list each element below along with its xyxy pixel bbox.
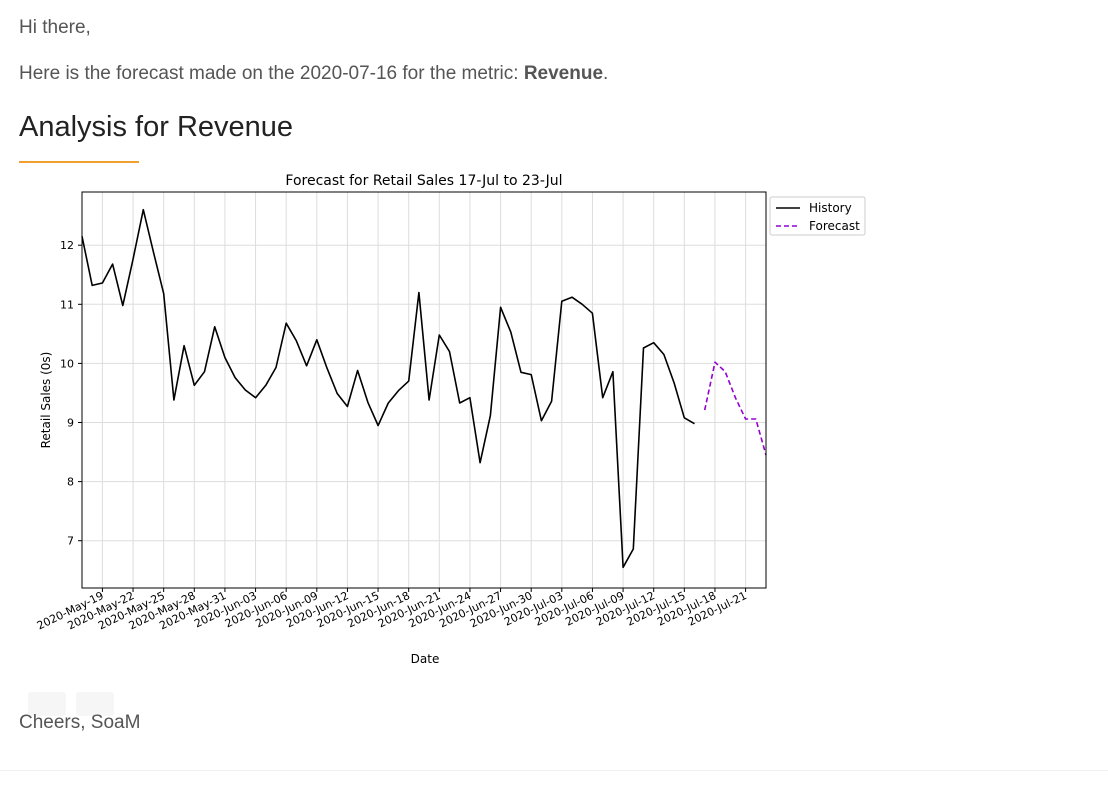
forecast-chart: 7891011122020-May-192020-May-222020-May-… — [35, 173, 866, 666]
series-line-history — [81, 208, 695, 569]
intro-suffix: . — [603, 63, 609, 84]
faded-icon — [76, 692, 114, 716]
chart-legend: History Forecast — [769, 196, 866, 236]
y-tick-label: 7 — [67, 535, 74, 548]
y-tick-label: 11 — [60, 298, 74, 311]
y-tick-label: 8 — [67, 476, 74, 489]
chart-axes: 7891011122020-May-192020-May-222020-May-… — [35, 239, 749, 632]
metric-name: Revenue — [523, 63, 604, 84]
legend-history-label: History — [809, 201, 852, 215]
chart-series — [81, 208, 767, 569]
faded-icon — [28, 692, 66, 716]
y-tick-label: 9 — [67, 417, 74, 430]
chart-title: Forecast for Retail Sales 17-Jul to 23-J… — [285, 173, 562, 189]
chart-grid — [82, 192, 766, 588]
x-axis-label: Date — [411, 652, 440, 666]
y-axis-label: Retail Sales (0s) — [39, 352, 53, 449]
series-line-forecast — [703, 361, 767, 456]
y-tick-label: 10 — [60, 357, 74, 370]
intro-prefix: Here is the forecast made on the 2020-07… — [19, 63, 524, 84]
footer-divider — [0, 770, 1108, 771]
plot-frame — [81, 191, 767, 589]
greeting-text: Hi there, — [19, 17, 91, 38]
signoff-text: Cheers, SoaM — [19, 712, 141, 733]
title-underline — [19, 161, 139, 163]
y-tick-label: 12 — [60, 239, 74, 252]
legend-forecast-label: Forecast — [809, 219, 860, 233]
section-title: Analysis for Revenue — [19, 111, 294, 143]
intro-text: Here is the forecast made on the 2020-07… — [19, 63, 608, 85]
